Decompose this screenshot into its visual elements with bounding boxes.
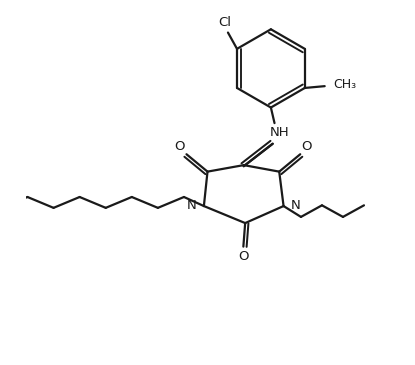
Text: NH: NH [270, 126, 289, 139]
Text: O: O [175, 140, 185, 153]
Text: N: N [187, 199, 197, 212]
Text: N: N [291, 199, 300, 212]
Text: O: O [238, 250, 249, 262]
Text: Cl: Cl [218, 16, 231, 29]
Text: CH₃: CH₃ [334, 78, 357, 91]
Text: O: O [302, 140, 312, 153]
